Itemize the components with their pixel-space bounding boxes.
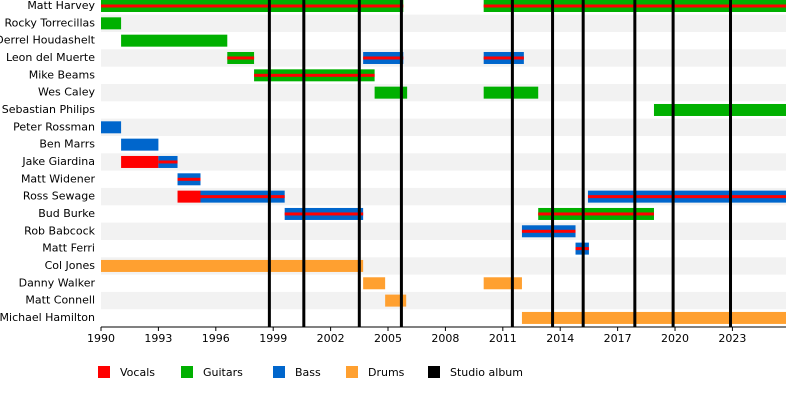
member-span bbox=[385, 294, 407, 307]
vocals-stripe bbox=[538, 212, 654, 216]
member-label: Jake Giardina bbox=[21, 155, 95, 168]
x-tick-label: 2020 bbox=[661, 332, 689, 345]
vocals-stripe bbox=[483, 56, 524, 60]
member-label: Bud Burke bbox=[38, 207, 95, 220]
member-span bbox=[177, 190, 201, 203]
member-span bbox=[483, 277, 522, 290]
member-span bbox=[101, 121, 122, 134]
member-label: Michael Hamilton bbox=[0, 311, 95, 324]
member-label: Peter Rossman bbox=[13, 120, 95, 133]
x-tick-label: 2008 bbox=[431, 332, 459, 345]
member-span bbox=[121, 138, 159, 151]
member-label: Mike Beams bbox=[29, 68, 96, 81]
x-tick-label: 2014 bbox=[546, 332, 574, 345]
vocals-stripe bbox=[227, 56, 255, 60]
x-tick-label: 1999 bbox=[259, 332, 287, 345]
member-label: Ross Sewage bbox=[23, 190, 95, 203]
x-tick-label: 1993 bbox=[144, 332, 172, 345]
vocals-stripe bbox=[284, 212, 364, 216]
vocals-stripe bbox=[177, 177, 201, 181]
vocals-stripe bbox=[158, 160, 178, 164]
legend-swatch bbox=[181, 366, 193, 378]
member-label: Ben Marrs bbox=[39, 138, 95, 151]
x-tick-label: 2017 bbox=[604, 332, 632, 345]
legend-swatch bbox=[98, 366, 110, 378]
row-band bbox=[101, 222, 786, 240]
x-tick-label: 1996 bbox=[202, 332, 230, 345]
member-span bbox=[521, 311, 786, 324]
legend-label: Bass bbox=[295, 366, 321, 379]
row-band bbox=[101, 83, 786, 102]
member-label: Danny Walker bbox=[19, 276, 96, 289]
member-span bbox=[653, 103, 786, 116]
x-tick-label: 2011 bbox=[489, 332, 517, 345]
member-label: Matt Harvey bbox=[27, 0, 95, 12]
legend-swatch bbox=[428, 366, 440, 378]
member-span bbox=[374, 86, 408, 99]
member-label: Matt Ferri bbox=[42, 242, 95, 255]
vocals-stripe bbox=[521, 229, 576, 233]
row-band bbox=[101, 118, 786, 136]
member-label: Rocky Torrecillas bbox=[4, 16, 95, 29]
x-tick-label: 2023 bbox=[718, 332, 746, 345]
x-tick-label: 1990 bbox=[87, 332, 115, 345]
member-label: Wes Caley bbox=[38, 86, 95, 99]
member-span bbox=[121, 34, 228, 47]
member-label: Sebastian Philips bbox=[2, 103, 96, 116]
member-label: Matt Connell bbox=[25, 294, 95, 307]
legend-swatch bbox=[273, 366, 285, 378]
member-label: Derrel Houdashelt bbox=[0, 34, 96, 47]
vocals-stripe bbox=[200, 195, 285, 199]
legend-label: Guitars bbox=[203, 366, 243, 379]
legend-label: Drums bbox=[368, 366, 405, 379]
row-band bbox=[101, 291, 786, 310]
row-band bbox=[101, 14, 786, 32]
x-tick-label: 2005 bbox=[374, 332, 402, 345]
vocals-stripe bbox=[587, 195, 786, 199]
member-span bbox=[363, 277, 386, 290]
row-band bbox=[101, 153, 786, 171]
member-label: Rob Babcock bbox=[24, 224, 95, 237]
member-span bbox=[121, 155, 159, 168]
legend-label: Vocals bbox=[120, 366, 155, 379]
row-band bbox=[101, 49, 786, 67]
vocals-stripe bbox=[363, 56, 404, 60]
vocals-stripe bbox=[254, 73, 375, 77]
vocals-stripe bbox=[101, 4, 404, 8]
member-label: Col Jones bbox=[45, 259, 96, 272]
member-span bbox=[101, 17, 122, 30]
legend-swatch bbox=[346, 366, 358, 378]
member-label: Leon del Muerte bbox=[6, 51, 95, 64]
member-label: Matt Widener bbox=[21, 172, 96, 185]
legend-label: Studio album bbox=[450, 366, 523, 379]
x-tick-label: 2002 bbox=[317, 332, 345, 345]
member-span bbox=[101, 259, 364, 272]
